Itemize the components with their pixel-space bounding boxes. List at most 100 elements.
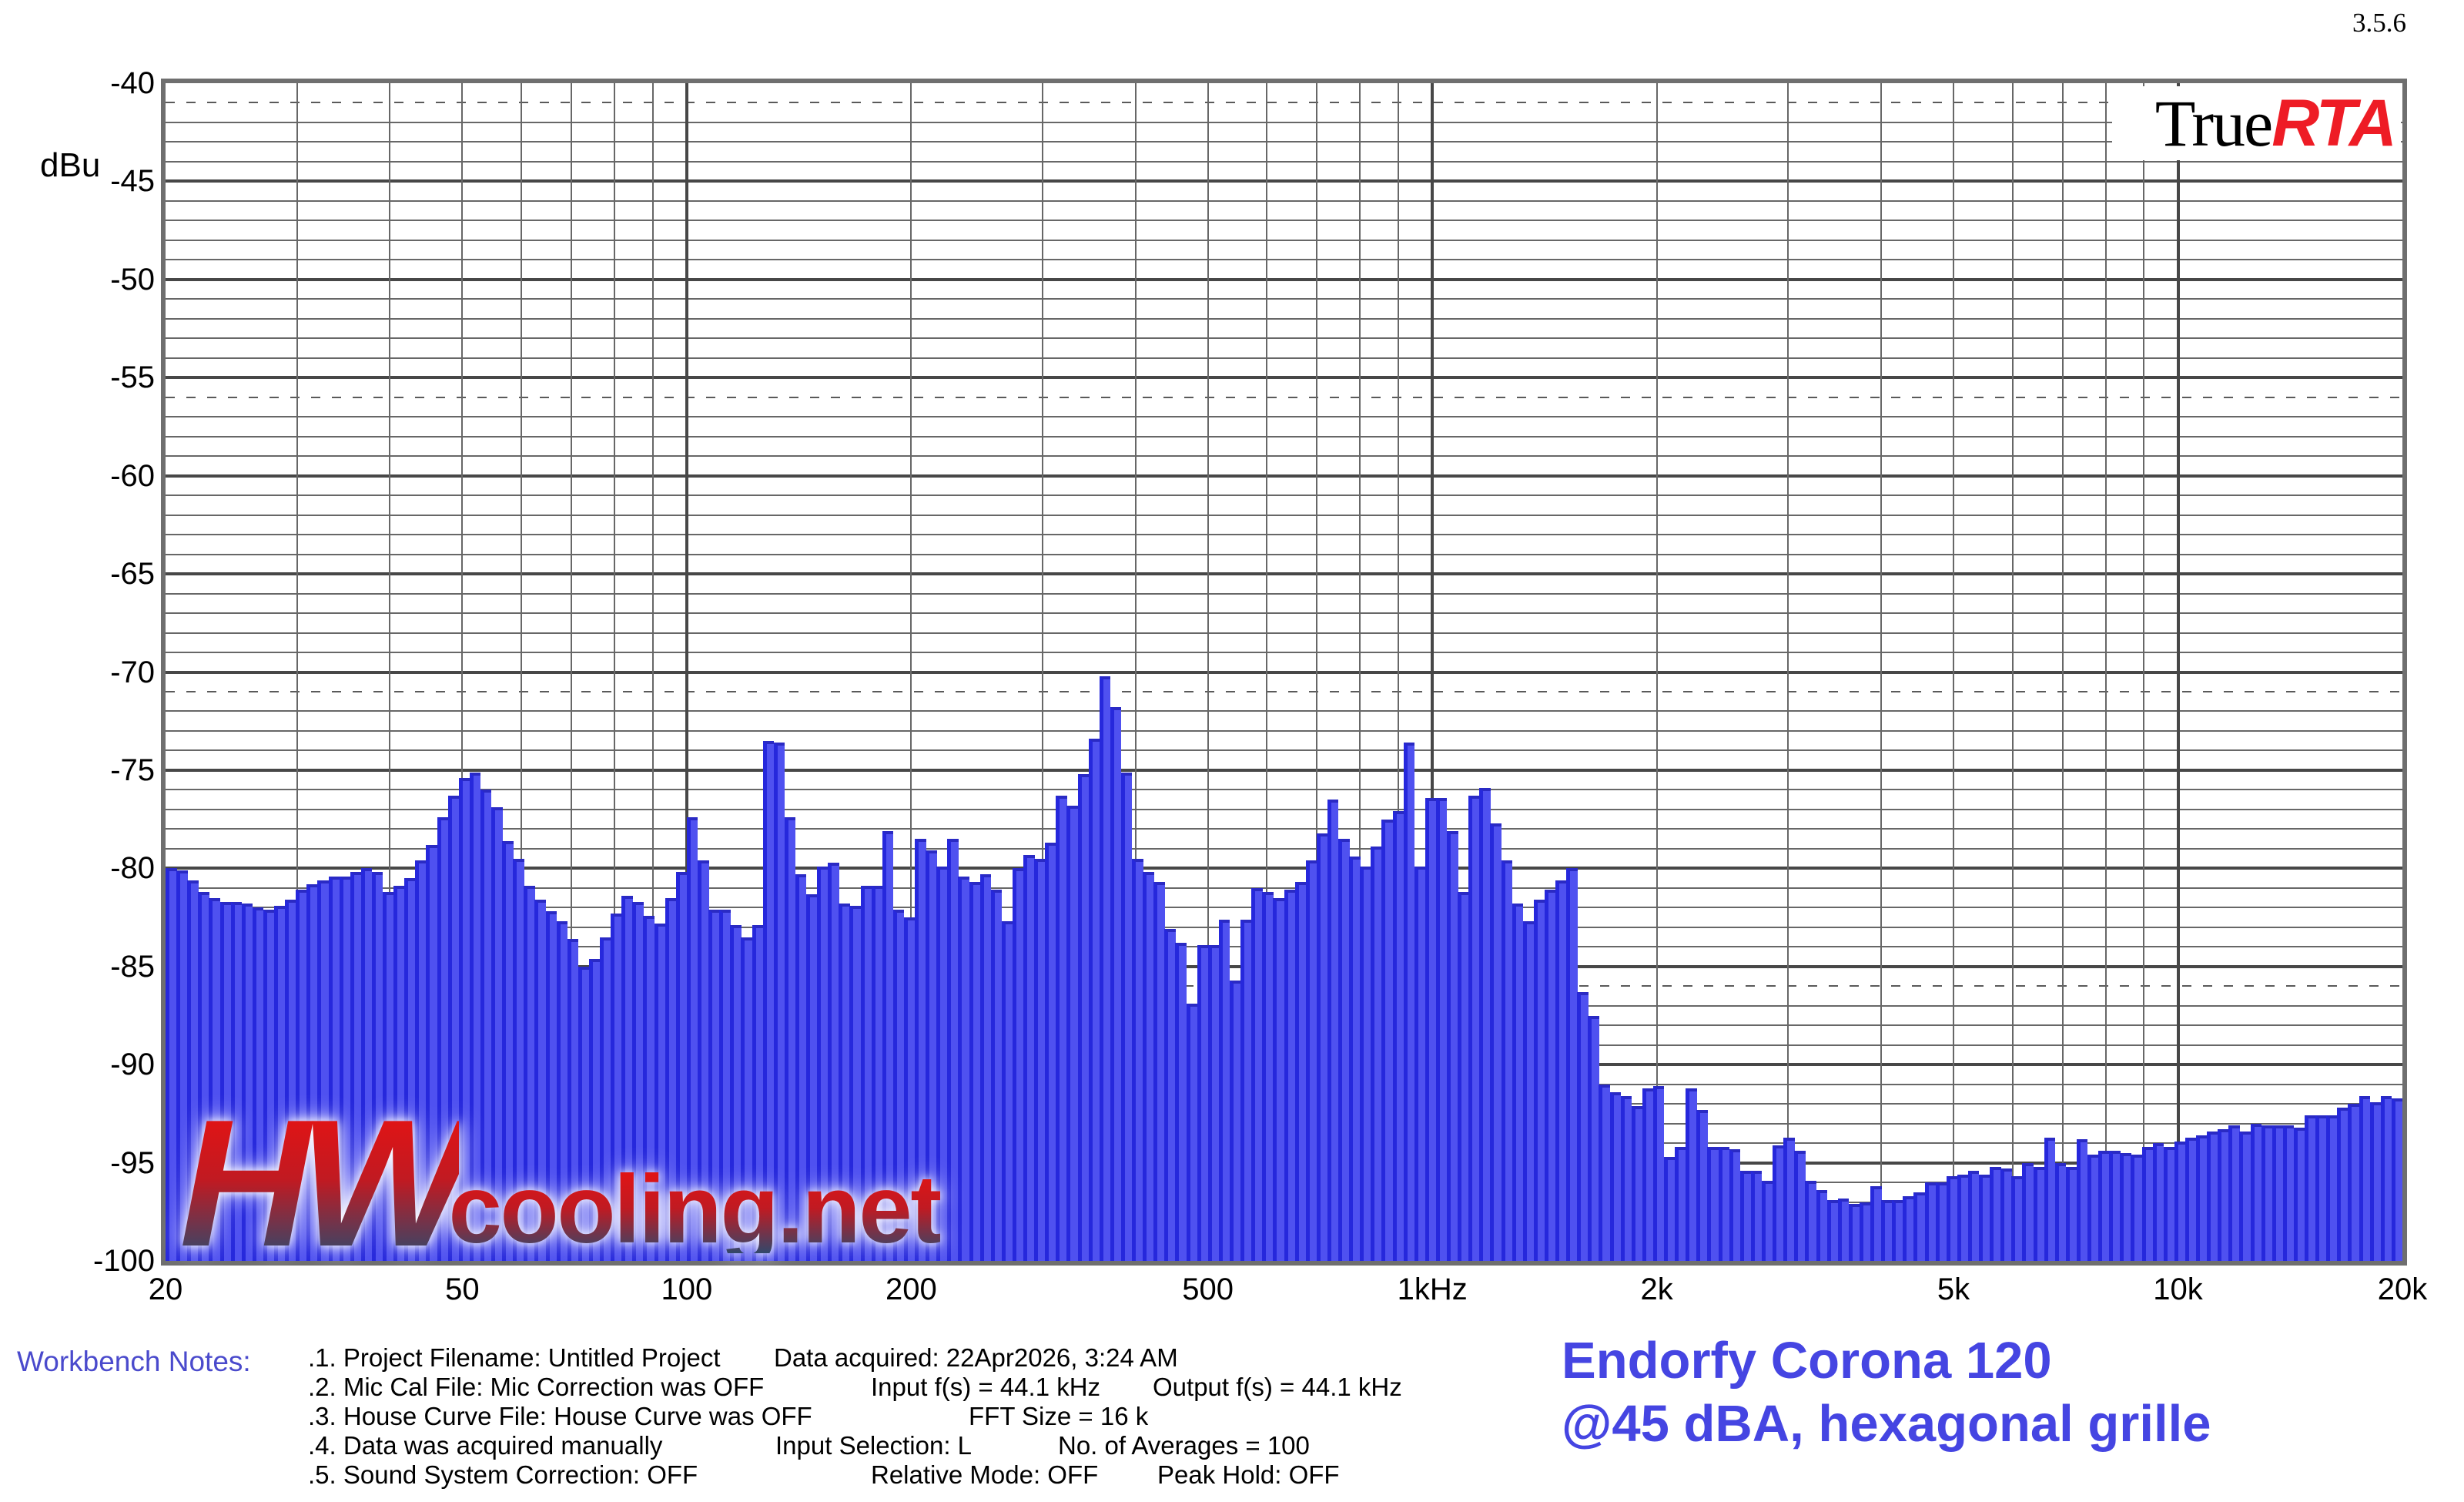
spectrum-bar	[2391, 1098, 2403, 1261]
spectrum-bar	[1120, 772, 1133, 1261]
spectrum-bar	[969, 882, 981, 1261]
spectrum-bar	[1990, 1166, 2001, 1261]
note-text: FFT Size = 16 k	[969, 1402, 1149, 1430]
spectrum-bar	[1783, 1137, 1795, 1261]
spectrum-bar	[393, 886, 405, 1261]
spectrum-bar	[437, 817, 449, 1261]
y-tick-label: -100	[92, 1244, 155, 1278]
spectrum-bar	[2044, 1137, 2056, 1261]
spectrum-bar	[2098, 1151, 2110, 1261]
spectrum-bar	[2131, 1155, 2142, 1261]
spectrum-bar	[2380, 1095, 2392, 1261]
spectrum-bar	[2261, 1125, 2273, 1261]
note-text: Peak Hold: OFF	[1157, 1460, 1340, 1489]
gridline-horizontal-major	[166, 474, 2402, 478]
spectrum-bar	[773, 743, 785, 1261]
spectrum-bar	[1686, 1088, 1697, 1261]
gridline-vertical-minor	[910, 83, 912, 1261]
spectrum-bar	[979, 874, 992, 1261]
spectrum-bar	[1609, 1091, 1622, 1261]
spectrum-bar	[1642, 1088, 1654, 1261]
x-tick-label: 100	[661, 1272, 713, 1306]
spectrum-bar	[1077, 774, 1090, 1261]
spectrum-bar	[1870, 1186, 1882, 1261]
spectrum-bar	[285, 900, 296, 1261]
spectrum-bar	[871, 886, 883, 1261]
spectrum-bar	[1435, 797, 1448, 1261]
spectrum-bar	[621, 896, 633, 1261]
gridline-vertical-minor	[1316, 83, 1318, 1261]
spectrum-bar	[1924, 1182, 1936, 1261]
spectrum-bar	[2109, 1151, 2121, 1261]
spectrum-bar	[1522, 921, 1535, 1261]
spectrum-bar	[1707, 1147, 1719, 1261]
spectrum-bar	[545, 911, 557, 1261]
spectrum-bar	[1207, 944, 1220, 1261]
gridline-vertical-minor	[1787, 83, 1789, 1261]
spectrum-bar	[1903, 1195, 1914, 1261]
spectrum-bar	[296, 890, 307, 1261]
gridline-horizontal-major	[166, 572, 2402, 576]
spectrum-bar	[708, 909, 720, 1261]
gridline-horizontal-major	[166, 376, 2402, 380]
spectrum-bar	[230, 901, 243, 1261]
spectrum-bar	[860, 886, 872, 1261]
spectrum-bar	[1458, 891, 1469, 1261]
spectrum-bar	[1218, 919, 1230, 1261]
spectrum-bar	[2369, 1101, 2382, 1261]
gridline-horizontal-minor	[166, 455, 2402, 458]
gridline-horizontal-minor	[166, 729, 2402, 732]
spectrum-bar	[1066, 805, 1078, 1261]
gridline-vertical-minor	[651, 83, 654, 1261]
spectrum-bar	[187, 880, 199, 1261]
spectrum-bar	[1197, 944, 1209, 1261]
gridline-vertical-minor	[2061, 83, 2064, 1261]
gridline-horizontal-major	[166, 179, 2402, 183]
spectrum-bar	[2087, 1155, 2099, 1261]
spectrum-bar	[2293, 1127, 2305, 1261]
spectrum-bar	[1045, 843, 1056, 1261]
gridline-horizontal-minor	[166, 435, 2402, 438]
note-text: Input f(s) = 44.1 kHz	[871, 1373, 1101, 1401]
spectrum-bar	[1349, 857, 1361, 1261]
spectrum-bar	[2196, 1135, 2208, 1261]
gridline-horizontal-minor	[166, 259, 2402, 261]
gridline-horizontal-minor	[166, 592, 2402, 595]
spectrum-bar	[491, 807, 503, 1261]
gridline-vertical-minor	[1207, 83, 1209, 1261]
gridline-horizontal-minor	[166, 121, 2402, 123]
spectrum-bar	[404, 878, 416, 1261]
spectrum-bar	[1294, 882, 1307, 1261]
spectrum-bar	[252, 907, 264, 1261]
x-tick-label: 500	[1182, 1272, 1234, 1306]
y-tick-label: -40	[110, 66, 155, 100]
gridline-horizontal-minor	[166, 199, 2402, 202]
spectrum-bar	[1327, 800, 1339, 1261]
spectrum-bar	[383, 891, 394, 1261]
spectrum-bar	[1588, 1015, 1599, 1261]
x-tick-label: 20	[148, 1272, 183, 1306]
spectrum-bar	[1034, 858, 1046, 1261]
spectrum-bar	[632, 901, 644, 1261]
gridline-horizontal-minor	[166, 808, 2402, 810]
spectrum-bar	[1631, 1105, 1643, 1261]
gridline-vertical-minor	[1266, 83, 1268, 1261]
y-tick-label: -75	[110, 753, 155, 787]
truerta-logo: True RTA	[2112, 86, 2401, 160]
spectrum-bar	[198, 891, 209, 1261]
spectrum-bar	[1392, 811, 1404, 1261]
spectrum-bar	[360, 868, 373, 1261]
spectrum-bar	[719, 909, 731, 1261]
spectrum-bar	[643, 915, 654, 1261]
spectrum-bar	[1761, 1180, 1773, 1261]
spectrum-bar	[1186, 1004, 1198, 1261]
spectrum-bar	[524, 886, 535, 1261]
measurement-caption: Endorfy Corona 120 @45 dBA, hexagonal gr…	[1562, 1329, 2211, 1456]
note-text: .5. Sound System Correction: OFF	[308, 1460, 698, 1489]
spectrum-bar	[2011, 1176, 2023, 1261]
note-text: Data acquired: 22Apr2026, 3:24 AM	[774, 1343, 1178, 1372]
truerta-logo-rta: RTA	[2272, 85, 2397, 160]
spectrum-bar	[567, 939, 579, 1261]
spectrum-bar	[828, 862, 839, 1261]
